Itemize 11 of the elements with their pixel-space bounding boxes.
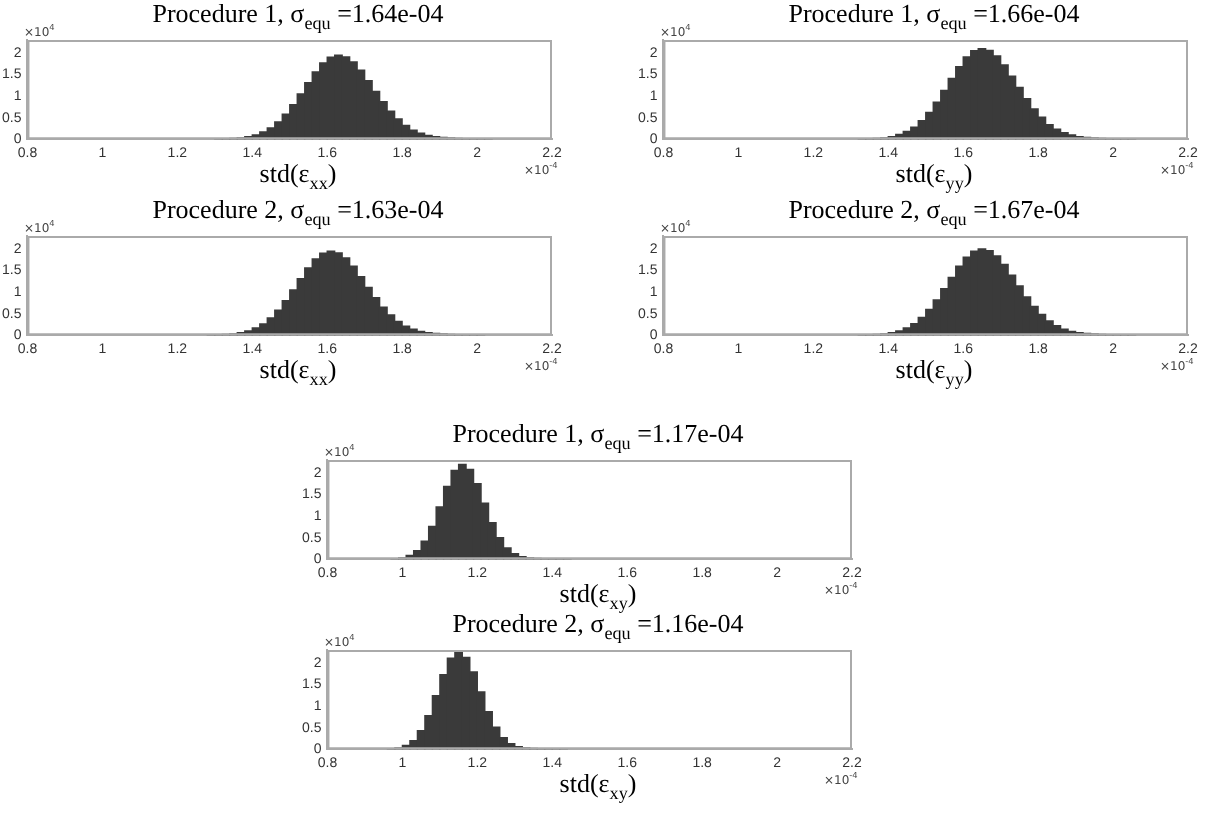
- x-axis-title: std(ε$_{xy}$): [559, 768, 637, 804]
- x-axis-title: std(ε$_{xy}$): [559, 578, 637, 614]
- chart-title: Procedure 2, σ$_{equ}$ =1.67e-04: [788, 194, 1080, 230]
- chart-title: Procedure 1, σ$_{equ}$ =1.64e-04: [152, 0, 444, 34]
- x-axis-title: std(ε$_{yy}$): [895, 354, 973, 390]
- x-axis-title: std(ε$_{xx}$): [259, 354, 337, 390]
- chart-title: Procedure 1, σ$_{equ}$ =1.17e-04: [452, 418, 744, 454]
- chart-title: Procedure 1, σ$_{equ}$ =1.66e-04: [788, 0, 1080, 34]
- x-axis-title: std(ε$_{yy}$): [895, 158, 973, 194]
- x-axis-title: std(ε$_{xx}$): [259, 158, 337, 194]
- chart-title: Procedure 2, σ$_{equ}$ =1.63e-04: [152, 194, 444, 230]
